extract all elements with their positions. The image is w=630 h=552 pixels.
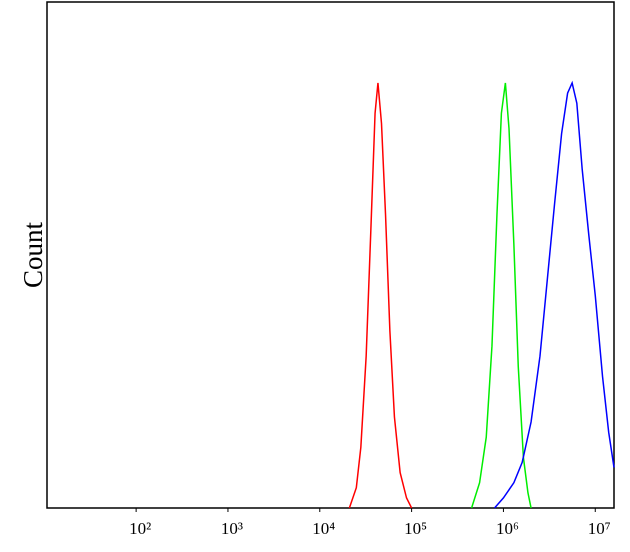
line-series — [470, 82, 532, 509]
line-series — [493, 80, 615, 509]
x-tick-label: 10⁵ — [404, 519, 427, 538]
plot-frame — [46, 1, 615, 509]
x-tick-label: 10² — [129, 519, 151, 538]
x-tick-label: 10⁴ — [312, 519, 335, 538]
line-series — [348, 82, 413, 509]
x-tick-label: 10⁷ — [588, 519, 611, 538]
y-axis-label: Count — [18, 221, 48, 288]
x-tick-label: 10³ — [221, 519, 243, 538]
x-tick-label: 10⁶ — [496, 519, 519, 538]
